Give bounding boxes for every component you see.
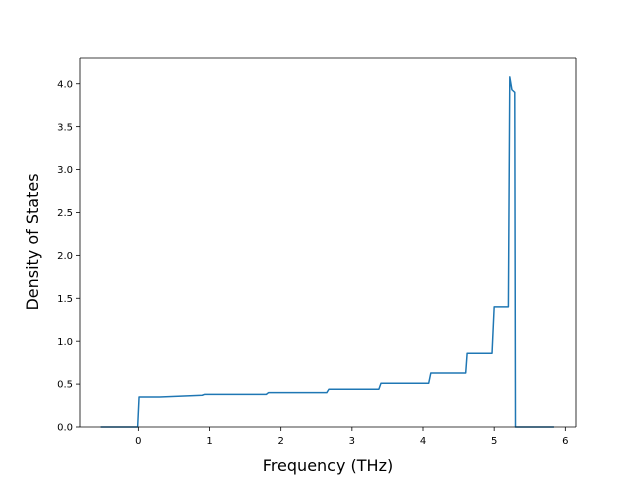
series-line-0 — [100, 76, 554, 428]
y-tick-label: 3.0 — [57, 165, 73, 176]
y-tick-label: 2.0 — [57, 251, 73, 262]
y-tick-label: 4.0 — [57, 79, 73, 90]
plot-area — [80, 58, 576, 427]
axes-layer: 0 1 2 3 4 5 6 0.0 0.5 1.0 1.5 2.0 2.5 3.0 3.5 4.0 — [57, 57, 577, 447]
x-tick-label: 5 — [491, 436, 497, 447]
x-tick-label: 0 — [135, 436, 141, 447]
y-tick-label: 0.0 — [57, 423, 73, 434]
x-tick-label: 3 — [349, 436, 355, 447]
y-tick-label: 2.5 — [57, 208, 73, 219]
x-tick-label: 6 — [562, 436, 568, 447]
y-axis-title: Density of States — [23, 173, 42, 310]
x-axis-title: Frequency (THz) — [263, 456, 393, 475]
y-tick-label: 0.5 — [57, 380, 73, 391]
plot-background — [80, 58, 576, 427]
x-tick-label: 2 — [277, 436, 283, 447]
x-tick-label: 4 — [420, 436, 426, 447]
data-layer — [100, 76, 554, 428]
y-tick-label: 1.0 — [57, 337, 73, 348]
y-tick-label: 1.5 — [57, 294, 73, 305]
y-tick-label: 3.5 — [57, 122, 73, 133]
x-tick-label: 1 — [206, 436, 212, 447]
